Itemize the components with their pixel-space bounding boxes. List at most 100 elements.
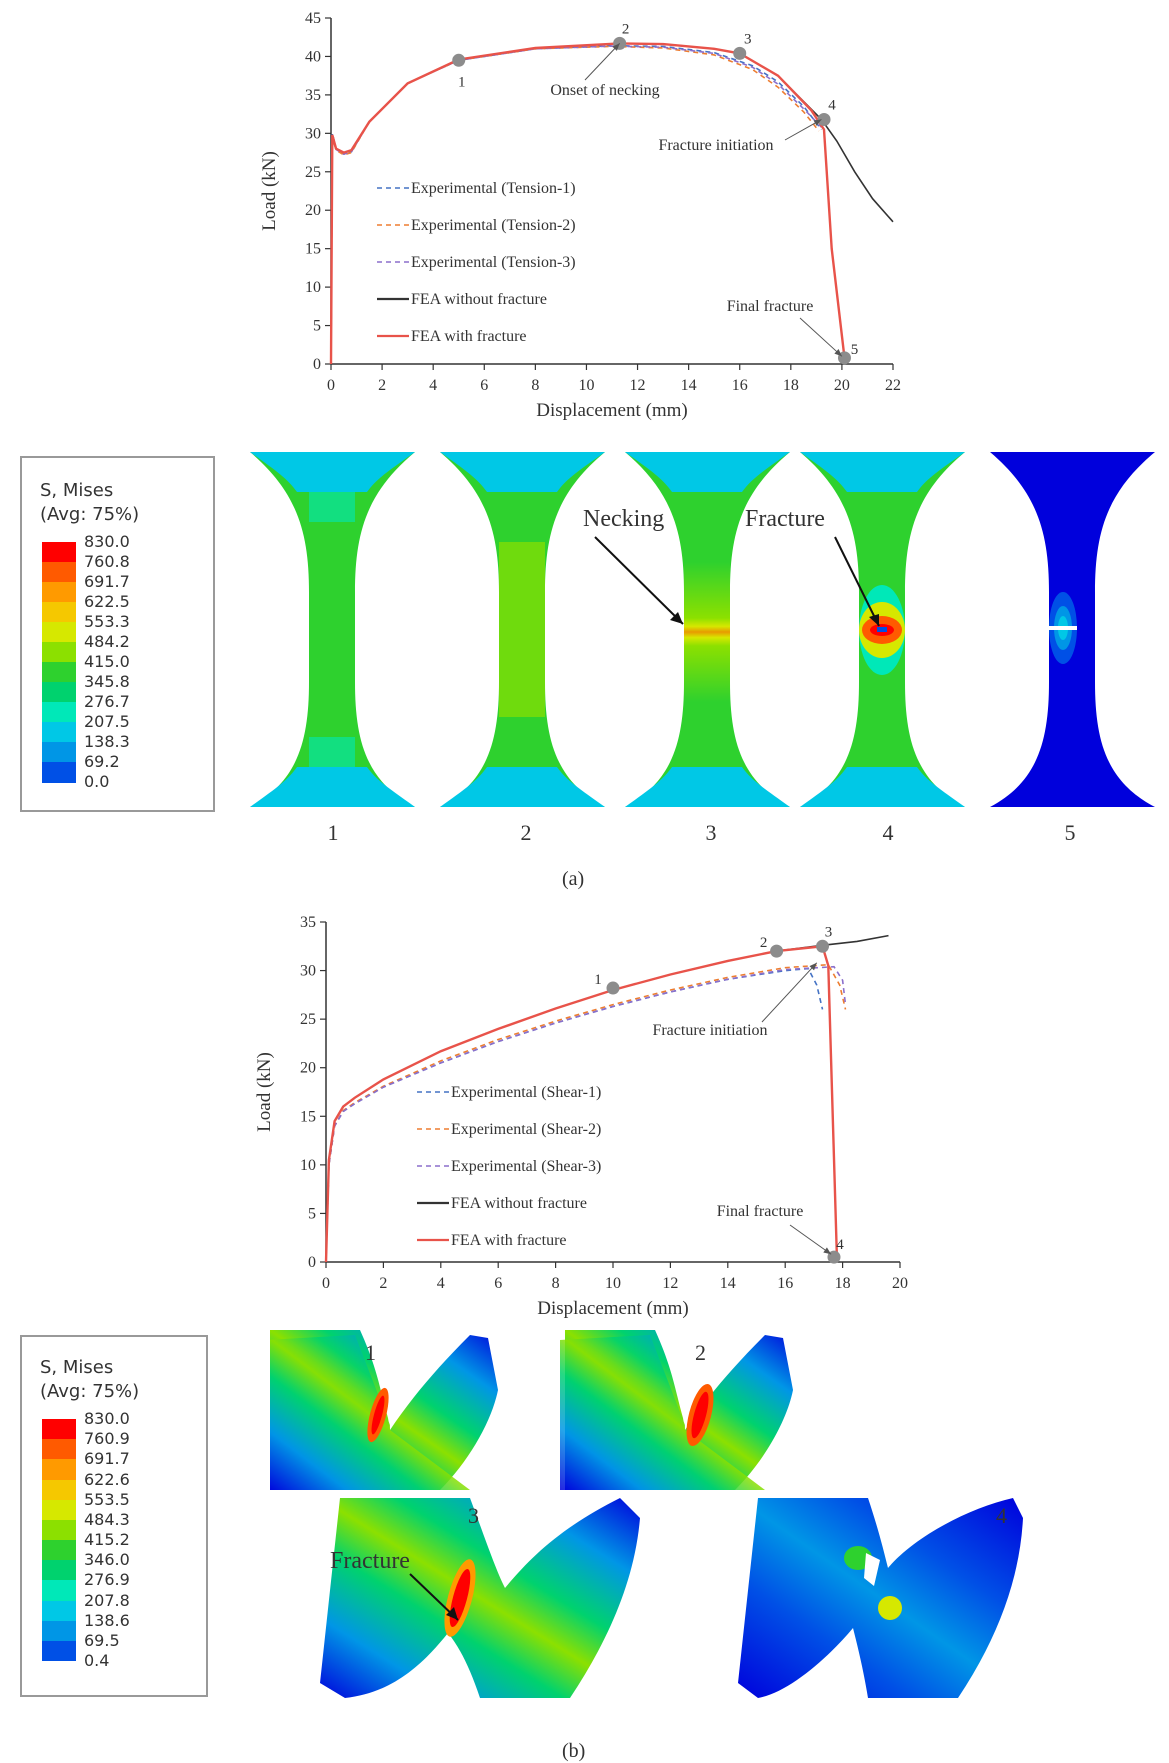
colorbar-band — [42, 1439, 76, 1460]
colorbar-tick-label: 691.7 — [84, 572, 130, 591]
specimen-2 — [440, 452, 605, 807]
specimen-3 — [625, 452, 790, 807]
annotation-1: Fracture initiation — [652, 1022, 767, 1039]
colorbar-band — [42, 682, 76, 703]
colorbar-tick-label: 553.5 — [84, 1489, 130, 1509]
colorbar-band — [42, 542, 76, 563]
colorbar-tick-label: 691.7 — [84, 1449, 130, 1469]
state-point-1 — [606, 981, 620, 995]
colorbar-tick-label: 830.0 — [84, 1409, 130, 1428]
tension-specimens: Necking Fracture — [250, 452, 1155, 807]
necking-label: Necking — [583, 506, 664, 532]
x-tick-label: 8 — [552, 1275, 560, 1292]
state-point-2 — [770, 944, 784, 958]
state-point-label-1: 1 — [594, 972, 602, 988]
y-tick-label: 35 — [305, 87, 321, 104]
y-tick-label: 45 — [305, 10, 321, 27]
specimen-5 — [990, 452, 1155, 807]
x-tick-label: 4 — [437, 1275, 445, 1292]
x-tick-label: 6 — [480, 377, 488, 394]
shear-specimen-3 — [320, 1498, 640, 1698]
x-tick-label: 20 — [892, 1275, 908, 1292]
annotation-3: Final fracture — [727, 298, 814, 315]
state-point-label-3: 3 — [744, 31, 752, 47]
annotation-arrowhead-3 — [834, 349, 842, 357]
colorbar-tick-label: 484.2 — [84, 632, 130, 651]
colorbar-tick-label: 0.4 — [84, 1651, 110, 1670]
shear-specimen-1 — [270, 1330, 498, 1490]
colorbar-tick-label: 830.0 — [84, 532, 130, 551]
colorbar-tick-label: 276.9 — [84, 1570, 130, 1590]
shear-specimen-4 — [738, 1498, 1023, 1698]
colorbar-tick-label: 346.0 — [84, 1550, 130, 1570]
y-tick-label: 25 — [305, 164, 321, 181]
y-tick-label: 20 — [300, 1060, 316, 1077]
colorbar-band — [42, 1560, 76, 1581]
colorbar-band — [42, 1519, 76, 1541]
y-tick-label: 30 — [300, 963, 316, 980]
x-tick-label: 10 — [578, 377, 594, 394]
fracture-label-b: Fracture — [330, 1548, 410, 1574]
shear-frame-label-1: 1 — [365, 1340, 376, 1365]
shear-specimen-2 — [560, 1330, 793, 1490]
caption-a: (a) — [562, 868, 585, 890]
frame-label-a-3: 3 — [705, 820, 717, 845]
shear-specimens: 1 2 3 4 Fracture — [270, 1330, 1023, 1698]
frame-label-a-2: 2 — [520, 820, 532, 845]
legend-title-line2: (Avg: 75%) — [40, 504, 140, 525]
state-point-label-4: 4 — [828, 97, 836, 113]
x-tick-label: 16 — [732, 377, 748, 394]
annotation-2: Final fracture — [717, 1203, 804, 1220]
x-axis-label: Displacement (mm) — [537, 1298, 688, 1319]
state-point-3 — [733, 46, 747, 60]
colorbar-band — [42, 1479, 76, 1501]
legend-entry-3: Experimental (Shear-3) — [451, 1158, 601, 1175]
mises-legend-a: S, Mises (Avg: 75%) 830.0 760.8 691.7 622.5… — [20, 456, 215, 812]
y-tick-label: 30 — [305, 125, 321, 142]
series-line-5 — [329, 42, 846, 365]
annotation-arrowhead-1 — [612, 43, 620, 51]
colorbar-tick-label: 622.5 — [84, 592, 130, 611]
colorbar-tick-label: 760.9 — [84, 1429, 130, 1449]
y-axis-label: Load (kN) — [259, 151, 280, 231]
annotation-arrowhead-2 — [823, 1247, 832, 1255]
colorbar-band — [42, 642, 76, 663]
y-tick-label: 35 — [300, 914, 316, 931]
state-point-label-5: 5 — [851, 342, 859, 358]
state-point-5 — [837, 351, 851, 365]
y-tick-label: 10 — [305, 279, 321, 296]
series-line-5 — [324, 945, 839, 1263]
colorbar-band — [42, 622, 76, 643]
frame-label-a-1: 1 — [327, 820, 339, 845]
state-point-3 — [816, 939, 830, 953]
y-tick-label: 0 — [313, 356, 321, 373]
x-tick-label: 8 — [531, 377, 539, 394]
colorbar-band — [42, 582, 76, 603]
legend-title-b-line1: S, Mises — [40, 1357, 114, 1378]
colorbar-b — [42, 1419, 76, 1662]
shear-frame-label-4: 4 — [996, 1503, 1007, 1528]
colorbar-band — [42, 722, 76, 743]
colorbar-a — [42, 542, 76, 783]
legend-entry-2: Experimental (Tension-2) — [411, 217, 576, 234]
x-tick-label: 0 — [322, 1275, 330, 1292]
colorbar-tick-label: 138.3 — [84, 732, 130, 751]
x-tick-label: 0 — [327, 377, 335, 394]
colorbar-tick-label: 553.3 — [84, 612, 130, 631]
legend-title-b-line2: (Avg: 75%) — [40, 1381, 140, 1402]
colorbar-band — [42, 562, 76, 583]
state-point-label-1: 1 — [458, 74, 466, 90]
y-tick-label: 40 — [305, 48, 321, 65]
colorbar-tick-label: 276.7 — [84, 692, 130, 711]
legend-entry-1: Experimental (Shear-1) — [451, 1084, 601, 1101]
shear-frame-label-2: 2 — [695, 1340, 706, 1365]
x-tick-label: 12 — [662, 1275, 678, 1292]
frame-label-a-5: 5 — [1064, 820, 1076, 845]
colorbar-band — [42, 662, 76, 683]
x-tick-label: 6 — [494, 1275, 502, 1292]
y-tick-label: 10 — [300, 1157, 316, 1174]
annotation-arrow-1 — [761, 962, 818, 1023]
colorbar-band — [42, 762, 76, 783]
x-tick-label: 12 — [630, 377, 646, 394]
colorbar-band — [42, 1620, 76, 1642]
